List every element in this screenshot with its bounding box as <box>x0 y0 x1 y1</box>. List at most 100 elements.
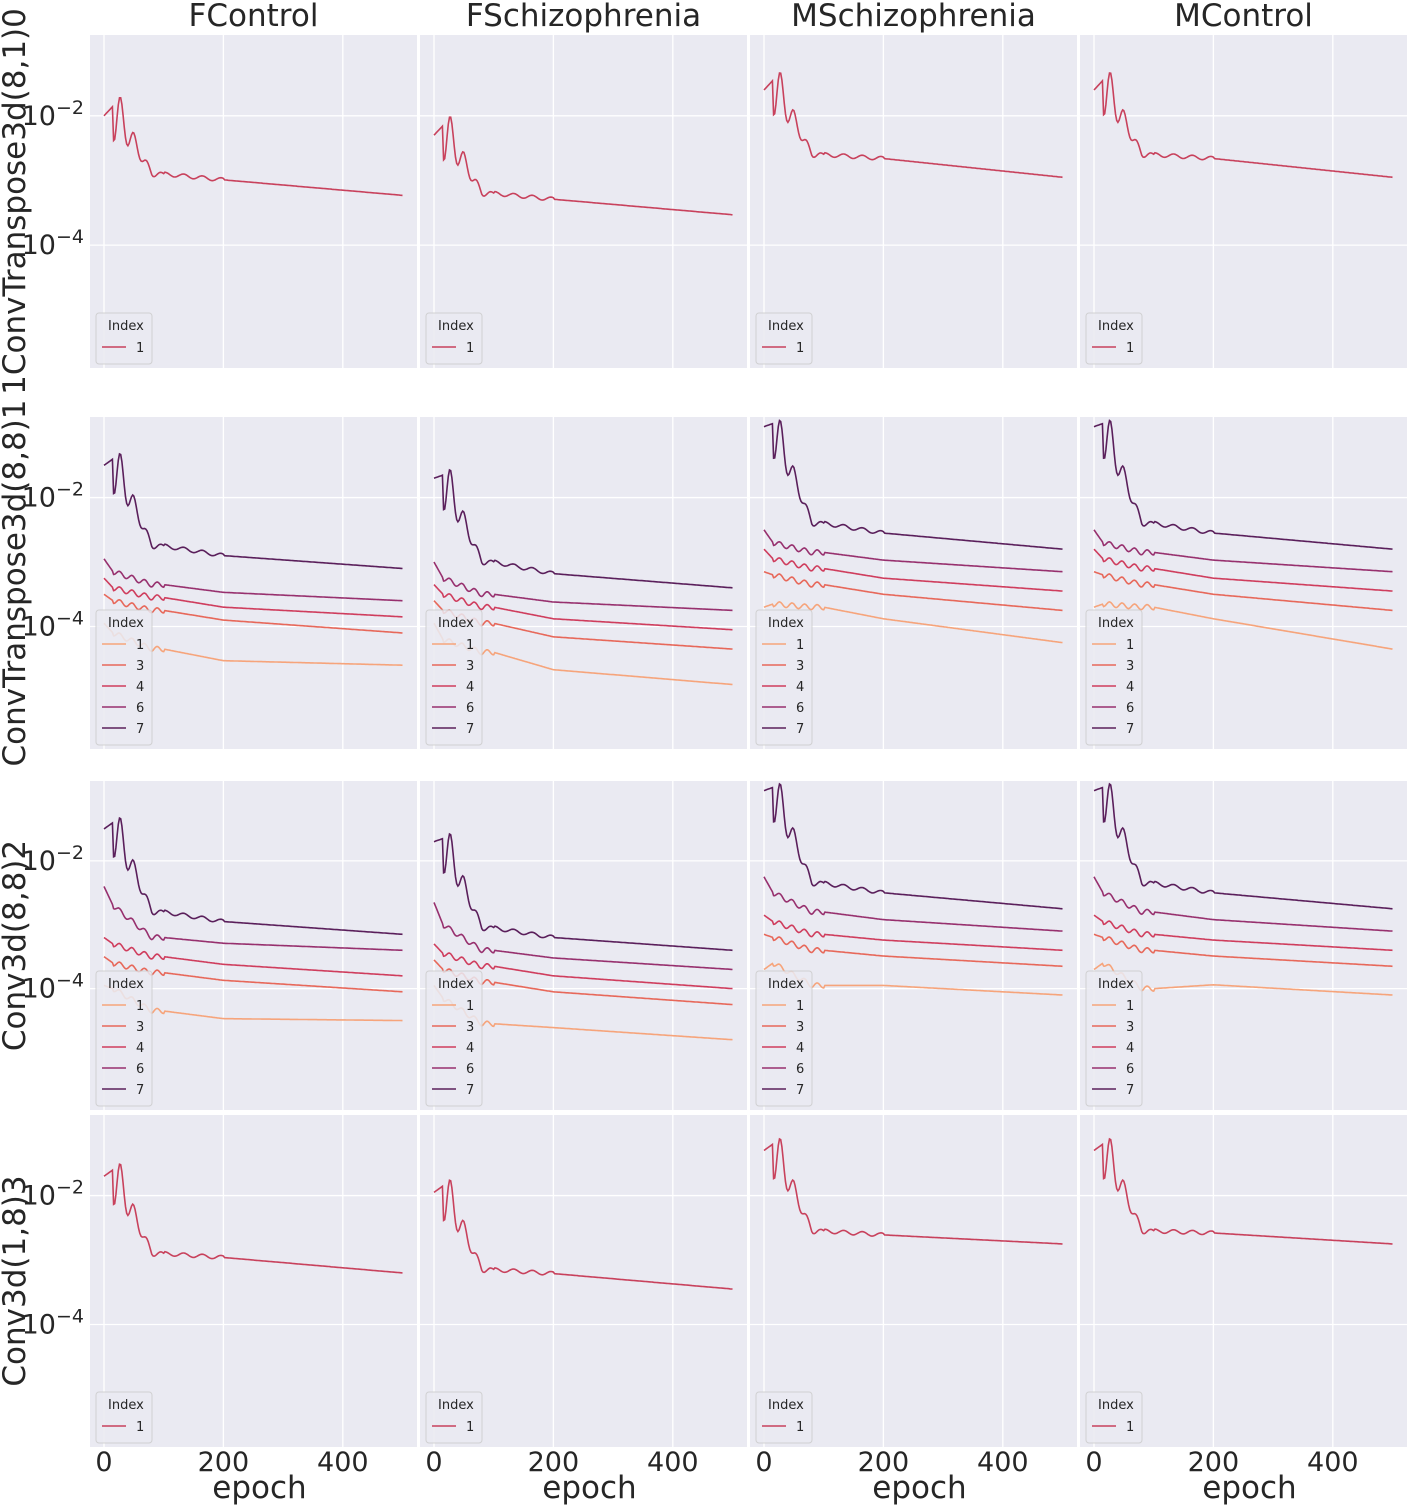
legend-label-index-4: 4 <box>796 1041 804 1056</box>
legend-box <box>755 312 813 365</box>
row-title-conv3d-8-8-2: Conv3d(8,8)2 <box>0 840 33 1051</box>
series-line-index-3 <box>1093 933 1393 968</box>
legend-label-index-3: 3 <box>796 1020 804 1035</box>
series-line-index-3 <box>763 570 1063 612</box>
series-line-index-7 <box>763 782 1063 910</box>
legend-label-index-3: 3 <box>1126 659 1134 674</box>
legend-box <box>425 1391 483 1444</box>
legend-box <box>1085 312 1143 365</box>
y-tick-label: 10−4 <box>22 608 84 643</box>
legend-title: Index <box>768 977 804 992</box>
x-axis-label: epoch <box>212 1470 306 1505</box>
x-tick-label: 400 <box>977 1447 1029 1478</box>
legend-box <box>425 312 483 365</box>
series-line-index-3 <box>103 956 403 993</box>
legend-label-index-4: 4 <box>136 1041 144 1056</box>
series-line-index-1 <box>103 1163 403 1274</box>
legend-box <box>95 312 153 365</box>
legend-title: Index <box>438 1398 474 1413</box>
legend-title: Index <box>1098 616 1134 631</box>
x-tick-label: 400 <box>1307 1447 1359 1478</box>
x-tick-label: 0 <box>1085 1447 1102 1478</box>
column-title-mcontrol: MControl <box>1174 0 1313 34</box>
facet-panel-1convtranspose3d-8-1-0-mcontrol: Index 1 MControl <box>1080 0 1407 368</box>
y-tick-label: 10−2 <box>22 842 84 877</box>
series-line-index-6 <box>763 529 1063 573</box>
facet-panel-convtranspose3d-8-8-1-fschizophrenia: Index 1 3 4 6 7 <box>420 417 747 749</box>
legend-label-index-1: 1 <box>466 341 474 356</box>
legend-title: Index <box>108 319 144 334</box>
series-line-index-1 <box>763 962 1063 996</box>
series-line-index-1 <box>433 984 733 1041</box>
y-tick-label: 10−4 <box>22 970 84 1005</box>
legend-label-index-4: 4 <box>466 680 474 695</box>
legend-label-index-4: 4 <box>136 680 144 695</box>
legend-label-index-6: 6 <box>796 1062 804 1077</box>
legend-label-index-1: 1 <box>796 999 804 1014</box>
legend-title: Index <box>108 1398 144 1413</box>
y-tick-exponent: −2 <box>56 97 84 119</box>
series-line-index-4 <box>763 548 1063 592</box>
legend-title: Index <box>108 977 144 992</box>
legend-label-index-1: 1 <box>1126 341 1134 356</box>
legend-label-index-6: 6 <box>1126 1062 1134 1077</box>
series-line-index-7 <box>433 832 733 952</box>
y-tick-base: 10 <box>22 483 56 514</box>
x-tick-label: 400 <box>647 1447 699 1478</box>
y-tick-exponent: −4 <box>56 1306 84 1328</box>
series-line-index-4 <box>103 577 403 618</box>
legend-label-index-6: 6 <box>136 701 144 716</box>
series-line-index-1 <box>103 97 403 197</box>
y-tick-label: 10−2 <box>22 97 84 132</box>
series-line-index-6 <box>433 902 733 971</box>
series-line-index-4 <box>1093 914 1393 952</box>
x-axis-label: epoch <box>1202 1470 1296 1505</box>
series-line-index-7 <box>1093 782 1393 910</box>
series-line-index-1 <box>1093 1137 1393 1245</box>
legend-title: Index <box>438 319 474 334</box>
series-line-index-1 <box>763 72 1063 179</box>
legend-title: Index <box>1098 319 1134 334</box>
series-line-index-4 <box>103 936 403 977</box>
y-tick-exponent: −2 <box>56 842 84 864</box>
legend-label-index-6: 6 <box>1126 701 1134 716</box>
x-tick-label: 400 <box>317 1447 369 1478</box>
legend-box <box>755 1391 813 1444</box>
y-tick-base: 10 <box>22 101 56 132</box>
legend-title: Index <box>768 1398 804 1413</box>
series-line-index-4 <box>763 914 1063 952</box>
y-tick-exponent: −4 <box>56 226 84 248</box>
y-tick-base: 10 <box>22 974 56 1005</box>
y-tick-label: 10−4 <box>22 1306 84 1341</box>
legend-label-index-1: 1 <box>466 638 474 653</box>
facet-panel-conv3d-1-8-3-mcontrol: Index 1 0 200 400 epoch <box>1080 1115 1407 1505</box>
legend-label-index-4: 4 <box>1126 680 1134 695</box>
series-line-index-3 <box>433 600 733 650</box>
y-tick-base: 10 <box>22 846 56 877</box>
facet-panel-convtranspose3d-8-8-1-mschizophrenia: Index 1 3 4 6 7 <box>750 417 1077 749</box>
legend-label-index-3: 3 <box>136 1020 144 1035</box>
series-line-index-6 <box>1093 529 1393 573</box>
legend-box <box>1085 1391 1143 1444</box>
facet-panel-conv3d-8-8-2-mschizophrenia: Index 1 3 4 6 7 <box>750 781 1077 1110</box>
series-line-index-1 <box>433 622 733 686</box>
x-axis-label: epoch <box>542 1470 636 1505</box>
row-title-convtranspose3d-8-8-1: ConvTranspose3d(8,8)1 <box>0 399 33 766</box>
legend-label-index-3: 3 <box>1126 1020 1134 1035</box>
series-line-index-6 <box>763 876 1063 932</box>
series-line-index-3 <box>763 933 1063 968</box>
series-line-index-7 <box>103 816 403 936</box>
column-title-fcontrol: FControl <box>189 0 319 34</box>
legend-title: Index <box>438 977 474 992</box>
series-line-index-3 <box>433 959 733 1006</box>
y-tick-exponent: −4 <box>56 970 84 992</box>
row-title-1convtranspose3d-8-1-0: 1ConvTranspose3d(8,1)0 <box>0 8 33 395</box>
y-tick-base: 10 <box>22 230 56 261</box>
legend-label-index-1: 1 <box>796 341 804 356</box>
series-line-index-3 <box>103 593 403 634</box>
series-line-index-7 <box>433 468 733 589</box>
y-tick-label: 10−4 <box>22 226 84 261</box>
series-line-index-7 <box>103 452 403 570</box>
